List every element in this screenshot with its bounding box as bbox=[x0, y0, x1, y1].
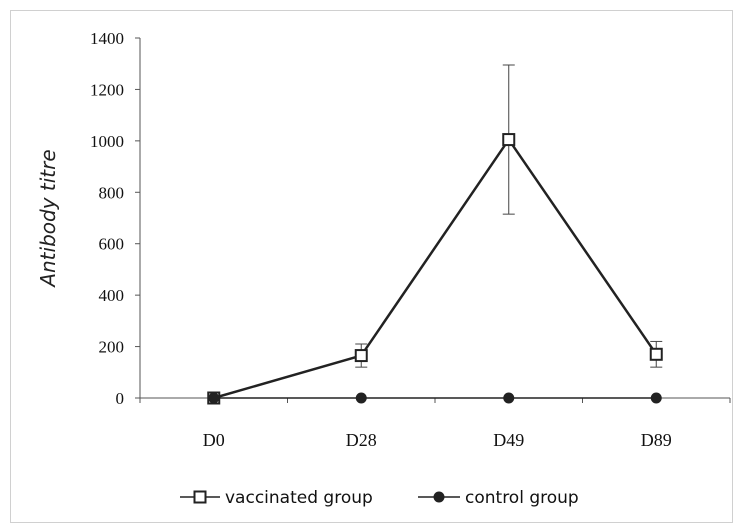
y-tick-label: 600 bbox=[99, 235, 125, 254]
legend: vaccinated group control group bbox=[180, 488, 579, 508]
data-point-marker bbox=[354, 349, 368, 363]
series-1 bbox=[208, 392, 662, 404]
chart-frame bbox=[10, 10, 733, 523]
legend-label: vaccinated group bbox=[225, 488, 373, 508]
data-point-marker bbox=[650, 392, 662, 404]
x-tick-label: D28 bbox=[346, 430, 377, 450]
series-layer bbox=[207, 64, 663, 405]
y-axis-label: Antibody titre bbox=[36, 149, 60, 288]
legend-item-0: vaccinated group bbox=[180, 488, 373, 508]
y-tick-label: 1400 bbox=[90, 29, 124, 48]
y-tick-label: 1200 bbox=[90, 80, 124, 99]
data-point-marker bbox=[649, 347, 663, 361]
data-point-marker bbox=[502, 133, 516, 147]
data-point-marker bbox=[433, 491, 445, 503]
data-point-marker bbox=[355, 392, 367, 404]
x-tick-label: D49 bbox=[493, 430, 524, 450]
x-tick-label: D89 bbox=[641, 430, 672, 450]
y-tick-label: 400 bbox=[99, 286, 125, 305]
legend-item-1: control group bbox=[418, 488, 579, 508]
legend-label: control group bbox=[465, 488, 579, 508]
data-point-marker bbox=[503, 392, 515, 404]
y-tick-label: 800 bbox=[99, 183, 125, 202]
y-tick-label: 200 bbox=[99, 338, 125, 357]
series-line bbox=[213, 137, 658, 400]
y-tick-label: 0 bbox=[116, 389, 125, 408]
data-point-marker bbox=[208, 392, 220, 404]
y-tick-label: 1000 bbox=[90, 132, 124, 151]
x-tick-label: D0 bbox=[203, 430, 225, 450]
data-point-marker bbox=[193, 490, 207, 504]
